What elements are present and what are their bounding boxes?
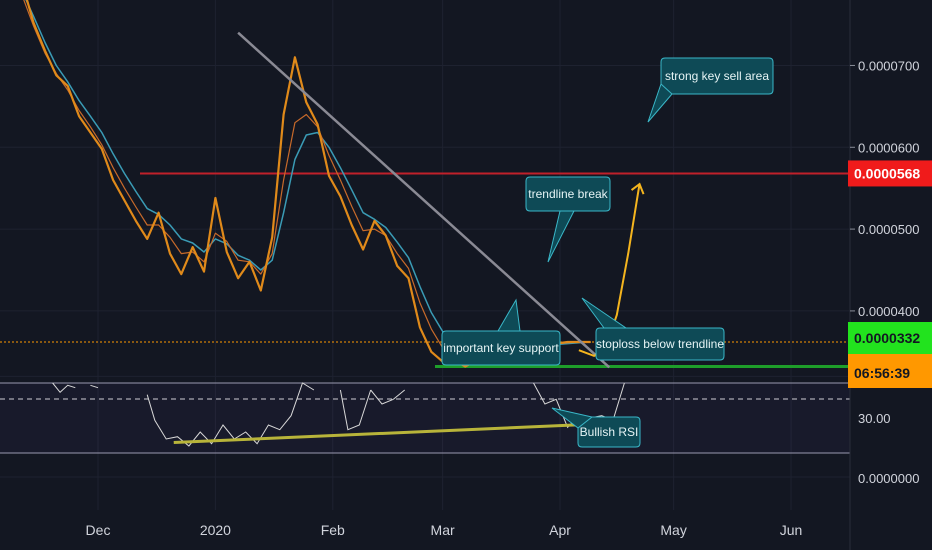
callout-strong-sell-label: strong key sell area — [665, 69, 769, 83]
time-axis-tick: May — [660, 522, 686, 538]
price-point — [316, 123, 319, 126]
callout-bullish-rsi-label: Bullish RSI — [580, 425, 639, 439]
rsi-axis-tick: 30.00 — [858, 411, 891, 426]
price-point — [146, 238, 149, 240]
callout-key-support-pointer — [497, 298, 521, 332]
callout-key-support-box — [441, 330, 561, 366]
price-point — [112, 179, 114, 181]
price-axis-tick: 0.0000500 — [858, 222, 919, 237]
callout-strong-sell-box — [660, 57, 774, 95]
price-point — [225, 251, 228, 253]
callout-stoploss-box — [595, 327, 725, 361]
price-point — [123, 199, 126, 202]
rsi-line — [146, 382, 315, 447]
descending-trendline — [237, 31, 611, 369]
price-point — [362, 248, 364, 251]
price-point — [169, 252, 171, 255]
callout-trendline-break-label: trendline break — [528, 187, 608, 201]
badge-support: 0.0000332 — [848, 322, 932, 354]
callout-bullish-rsi: Bullish RSI — [551, 407, 641, 448]
price-point — [385, 234, 387, 237]
price-point — [32, 22, 35, 24]
callout-stoploss-label: stoploss below trendline — [596, 337, 724, 351]
rsi-pane — [0, 382, 850, 454]
price-point — [78, 115, 80, 117]
time-axis-tick: Dec — [86, 522, 111, 538]
callouts: strong key sell area trendline break impor… — [441, 57, 774, 448]
price-point — [419, 326, 421, 329]
price-point — [350, 224, 353, 226]
time-axis-tick: 2020 — [200, 522, 231, 538]
time-axis-tick: Mar — [431, 522, 455, 538]
rsi-line — [370, 389, 394, 405]
price-point — [66, 85, 69, 87]
price-axis-tick: 0.0000600 — [858, 140, 919, 155]
callout-strong-sell: strong key sell area — [647, 57, 774, 123]
price-point — [464, 365, 467, 368]
price-point — [339, 195, 342, 198]
callout-trendline-break-pointer — [547, 210, 575, 263]
price-axis-tick: 0.0000400 — [858, 304, 919, 319]
price-point — [294, 56, 296, 59]
price-point — [271, 236, 274, 239]
price-point — [191, 246, 194, 248]
price-point — [44, 49, 46, 52]
rsi-line — [52, 382, 76, 394]
price-point — [89, 131, 92, 134]
callout-bullish-rsi-pointer — [551, 407, 594, 429]
badge-resistance: 0.0000568 — [848, 160, 932, 187]
badge-support-bg — [848, 322, 932, 354]
badge-countdown-text: 06:56:39 — [854, 365, 910, 381]
price-point — [430, 351, 433, 353]
badge-resistance-bg — [848, 160, 932, 187]
price-point — [407, 277, 410, 279]
badge-resistance-text: 0.0000568 — [854, 165, 920, 181]
callout-strong-sell-pointer — [647, 83, 673, 123]
price-point — [248, 261, 251, 263]
price-point — [214, 197, 217, 199]
price-point — [55, 74, 58, 77]
price-axis-tick: 0.0000700 — [858, 58, 919, 73]
time-axis-tick: Jun — [780, 522, 803, 538]
badge-support-text: 0.0000332 — [854, 330, 920, 346]
badge-countdown-bg — [848, 358, 932, 388]
callout-stoploss-pointer — [581, 297, 628, 329]
price-point — [282, 113, 285, 116]
rsi-line — [339, 389, 372, 431]
callout-key-support-label: important key support — [443, 341, 559, 355]
price-point — [135, 220, 137, 222]
price-point — [305, 101, 308, 104]
rsi-line — [90, 384, 99, 389]
projection-arrowhead — [630, 182, 645, 195]
time-axis-tick: Apr — [549, 522, 571, 538]
price-point — [589, 341, 592, 343]
callout-trendline-break: trendline break — [525, 176, 611, 263]
callout-key-support: important key support — [441, 298, 561, 366]
price-point — [260, 289, 262, 292]
price-point — [100, 148, 103, 150]
badge-countdown: 06:56:39 — [848, 358, 932, 388]
price-point — [157, 211, 160, 214]
price-point — [328, 175, 330, 177]
time-axis-tick: Feb — [321, 522, 345, 538]
callout-trendline-break-box — [525, 176, 611, 212]
price-point — [373, 220, 376, 222]
time-axis[interactable]: Dec 2020 Feb Mar Apr May Jun — [86, 522, 803, 538]
price-point — [396, 265, 398, 267]
rsi-band — [0, 383, 850, 453]
lower-pane-axis-tick: 0.0000000 — [858, 471, 919, 486]
rsi-line — [393, 389, 406, 400]
price-point — [180, 273, 183, 275]
callout-stoploss: stoploss below trendline — [581, 297, 725, 361]
price-point — [566, 341, 569, 343]
price-point — [203, 270, 205, 273]
rsi-trendline — [173, 421, 629, 444]
price-point — [237, 277, 239, 279]
price-axis[interactable]: 0.0000700 0.0000600 0.0000500 0.0000400 30.0… — [848, 0, 932, 550]
